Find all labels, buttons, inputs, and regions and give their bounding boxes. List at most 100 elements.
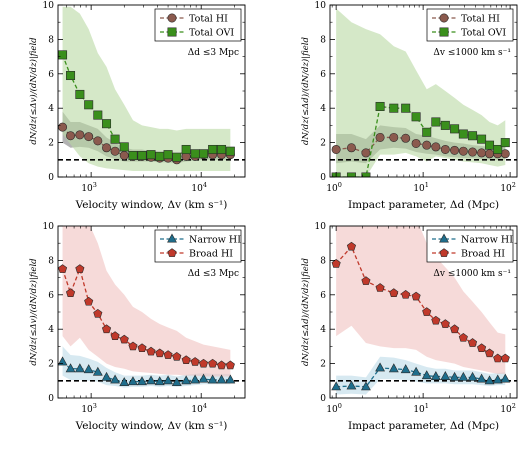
data-point-total-ovi [401,103,411,113]
data-point-total-ovi [389,103,399,113]
legend-marker-narrow-hi [167,233,177,243]
y-tick-label: 8 [48,35,54,45]
data-point-narrow-hi [331,381,342,391]
data-point-total-ovi [440,120,450,130]
data-point-narrow-hi [400,364,411,374]
chart-panel-1: 0 2 4 6 8 10 103 104 Velocity window, Δv (km s⁻¹… [28,1,246,211]
data-point-narrow-hi [110,374,120,384]
data-point-total-hi [458,146,468,156]
data-point-total-ovi [199,149,209,159]
data-point-broad-hi [172,351,182,361]
data-point-narrow-hi [65,363,76,373]
data-point-narrow-hi [207,374,218,384]
data-point-narrow-hi [430,371,441,380]
data-point-narrow-hi [83,364,94,374]
data-point-total-ovi [361,172,371,177]
data-point-broad-hi [190,357,200,366]
x-tick-label: 103 [81,181,97,194]
data-point-total-ovi [477,134,487,144]
x-axis-label: Impact parameter, Δd (Mpc) [348,199,499,211]
data-point-total-ovi [450,124,460,134]
data-point-narrow-hi [74,363,85,373]
x-axis-label: Velocity window, Δv (km s⁻¹) [75,199,228,211]
data-point-total-hi [110,146,120,156]
legend-label-broad-hi: Broad HI [189,249,233,260]
data-point-total-ovi [485,140,495,150]
data-point-total-ovi [93,110,103,120]
legend: Narrow HI Broad HI [154,229,242,263]
data-point-broad-hi [163,350,173,359]
data-point-broad-hi [401,290,411,299]
data-point-broad-hi [225,360,235,370]
data-point-total-ovi [110,134,120,144]
data-point-broad-hi [484,348,495,358]
data-point-total-ovi [119,142,129,152]
error-band-total-ovi [62,6,231,171]
y-axis-label: dN/dz(≤Δd)/(dN/dz)|field [300,37,311,145]
data-point-narrow-hi [467,371,478,381]
data-point-total-hi [468,147,478,157]
data-point-broad-hi [346,241,357,251]
data-point-total-hi [346,143,356,153]
data-point-broad-hi [216,360,227,370]
data-point-broad-hi [440,319,450,328]
data-point-narrow-hi [58,356,68,366]
legend: Narrow HI Broad HI [426,229,514,263]
y-tick-label: 2 [48,360,54,370]
data-point-total-ovi [137,151,147,161]
data-point-broad-hi [375,283,385,292]
data-point-total-hi [477,148,487,158]
data-point-narrow-hi [101,371,112,381]
data-point-broad-hi [75,264,85,273]
legend-label-total-ovi: Total OVI [461,28,506,39]
data-point-total-hi [58,122,68,132]
data-point-broad-hi [58,264,68,273]
data-point-narrow-hi [146,375,156,385]
legend-marker-broad-hi [167,248,177,257]
data-point-narrow-hi [181,375,192,385]
data-point-narrow-hi [190,374,201,384]
data-point-narrow-hi [492,374,503,384]
data-point-broad-hi [331,259,341,268]
data-point-total-hi [389,132,399,142]
x-tick-label: 100 [326,181,342,194]
data-point-broad-hi [422,307,432,316]
y-tick-label: 2 [320,360,326,370]
y-tick-label: 0 [48,394,54,404]
legend-label-narrow-hi: Narrow HI [461,235,513,246]
y-tick-label: 6 [320,70,326,80]
data-point-broad-hi [198,358,209,368]
x-tick-label: 103 [81,402,97,415]
data-point-narrow-hi [92,366,103,376]
data-point-narrow-hi [500,373,511,383]
data-point-total-hi [401,133,411,143]
x-tick-label: 104 [191,402,207,415]
data-point-broad-hi [411,291,421,301]
y-tick-label: 2 [48,139,54,149]
data-point-narrow-hi [388,363,399,373]
y-axis-label: dN/dz(≤Δd)/(dN/dz)|field [300,258,311,366]
y-tick-label: 0 [320,394,326,404]
data-point-broad-hi [458,333,468,342]
data-point-broad-hi [450,324,460,334]
data-point-total-ovi [155,151,165,161]
panel-annotation: Δv ≤1000 km s⁻¹ [433,48,511,58]
data-point-total-ovi [181,144,191,154]
y-tick-label: 10 [315,1,327,11]
legend-label-total-hi: Total HI [189,14,228,25]
data-point-broad-hi [84,296,94,306]
data-point-broad-hi [110,331,120,340]
data-point-broad-hi [389,288,399,297]
data-point-narrow-hi [484,375,495,385]
y-tick-label: 8 [48,256,54,266]
legend: Total HI Total OVI [426,8,514,42]
y-tick-label: 4 [48,104,54,114]
data-point-narrow-hi [163,375,173,385]
data-point-total-ovi [163,150,173,160]
legend-label-total-hi: Total HI [461,14,500,25]
data-point-total-hi [431,142,441,152]
data-point-broad-hi [493,353,503,363]
data-point-total-ovi [346,172,356,177]
data-point-total-hi [422,140,432,150]
data-point-total-hi [440,144,450,154]
